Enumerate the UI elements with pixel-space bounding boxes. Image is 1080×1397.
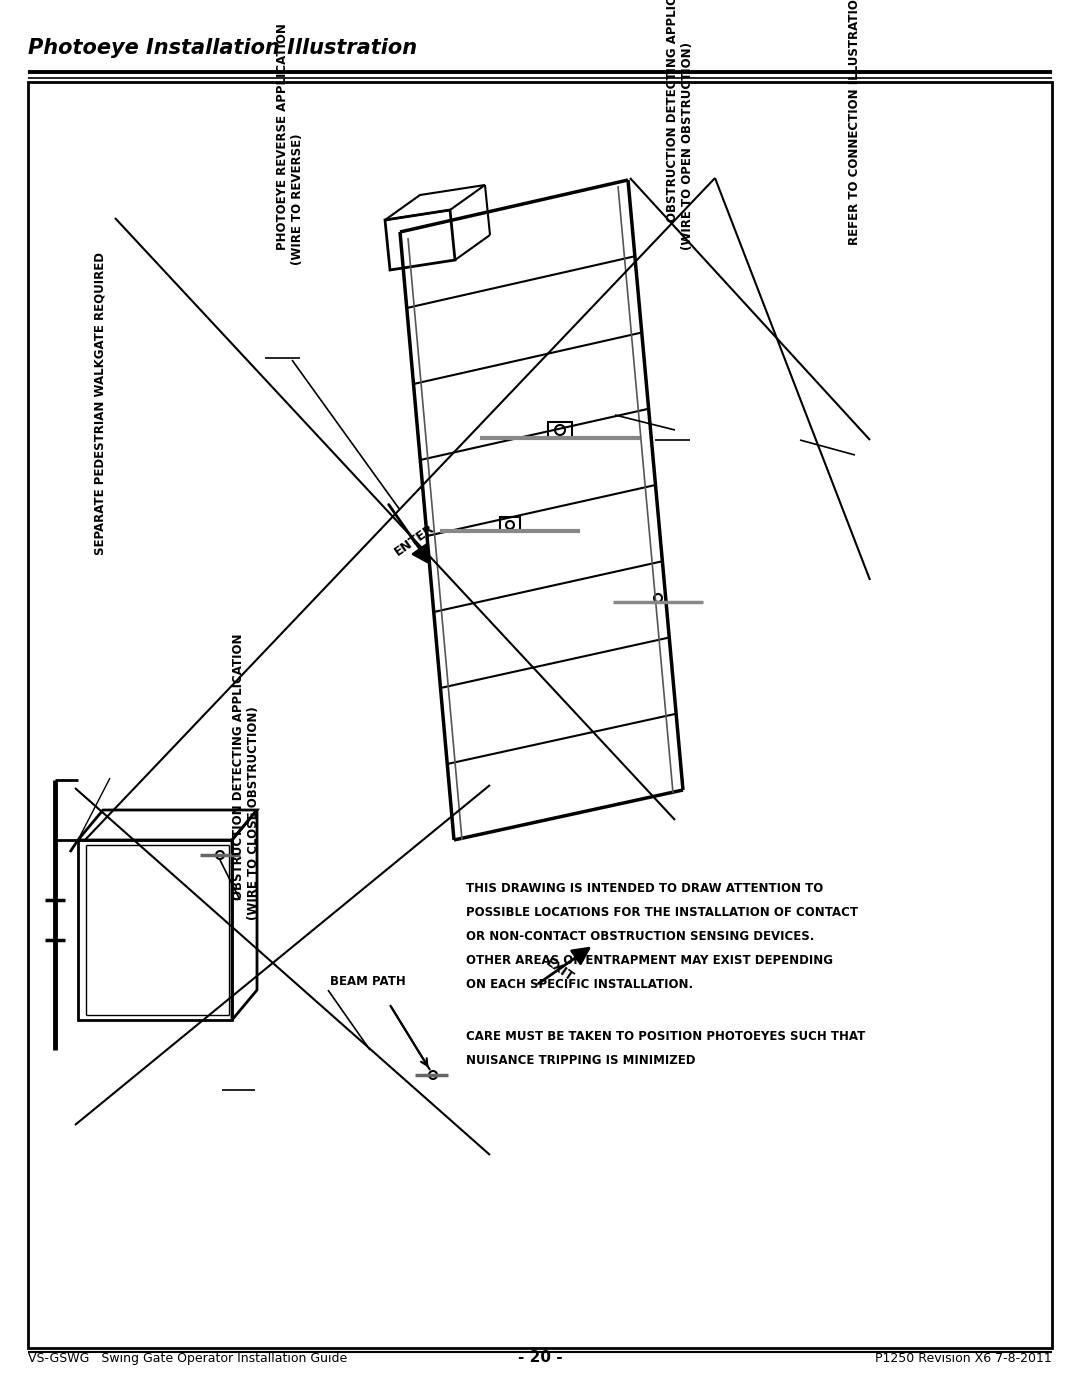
Text: ENTER: ENTER xyxy=(393,521,437,559)
Text: SEPARATE PEDESTRIAN WALKGATE REQUIRED: SEPARATE PEDESTRIAN WALKGATE REQUIRED xyxy=(94,251,107,555)
Text: OR NON-CONTACT OBSTRUCTION SENSING DEVICES.: OR NON-CONTACT OBSTRUCTION SENSING DEVIC… xyxy=(465,930,814,943)
Text: EXIT: EXIT xyxy=(543,956,577,985)
Text: THIS DRAWING IS INTENDED TO DRAW ATTENTION TO: THIS DRAWING IS INTENDED TO DRAW ATTENTI… xyxy=(465,882,823,895)
Text: (WIRE TO OPEN OBSTRUCTION): (WIRE TO OPEN OBSTRUCTION) xyxy=(681,42,694,250)
Text: VS-GSWG   Swing Gate Operator Installation Guide: VS-GSWG Swing Gate Operator Installation… xyxy=(28,1352,348,1365)
Text: BEAM PATH: BEAM PATH xyxy=(330,975,406,988)
Text: OTHER AREAS OF ENTRAPMENT MAY EXIST DEPENDING: OTHER AREAS OF ENTRAPMENT MAY EXIST DEPE… xyxy=(465,954,833,967)
Text: (WIRE TO REVERSE): (WIRE TO REVERSE) xyxy=(292,134,305,265)
Text: Photoeye Installation Illustration: Photoeye Installation Illustration xyxy=(28,38,417,59)
Text: NUISANCE TRIPPING IS MINIMIZED: NUISANCE TRIPPING IS MINIMIZED xyxy=(465,1053,696,1067)
Text: P1250 Revision X6 7-8-2011: P1250 Revision X6 7-8-2011 xyxy=(875,1352,1052,1365)
Text: POSSIBLE LOCATIONS FOR THE INSTALLATION OF CONTACT: POSSIBLE LOCATIONS FOR THE INSTALLATION … xyxy=(465,907,858,919)
Text: CARE MUST BE TAKEN TO POSITION PHOTOEYES SUCH THAT: CARE MUST BE TAKEN TO POSITION PHOTOEYES… xyxy=(465,1030,865,1044)
Text: OBSTRUCTION DETECTING APPLICATION: OBSTRUCTION DETECTING APPLICATION xyxy=(231,633,244,900)
Text: OBSTRUCTION DETECTING APPLICATION: OBSTRUCTION DETECTING APPLICATION xyxy=(665,0,678,222)
Text: ON EACH SPECIFIC INSTALLATION.: ON EACH SPECIFIC INSTALLATION. xyxy=(465,978,693,990)
Text: (WIRE TO CLOSE OBSTRUCTION): (WIRE TO CLOSE OBSTRUCTION) xyxy=(247,707,260,921)
Text: - 20 -: - 20 - xyxy=(517,1350,563,1365)
Text: REFER TO CONNECTION ILLUSTRATIONS FOR DETAILS: REFER TO CONNECTION ILLUSTRATIONS FOR DE… xyxy=(849,0,862,244)
Text: PHOTOEYE REVERSE APPLICATION: PHOTOEYE REVERSE APPLICATION xyxy=(275,24,288,250)
